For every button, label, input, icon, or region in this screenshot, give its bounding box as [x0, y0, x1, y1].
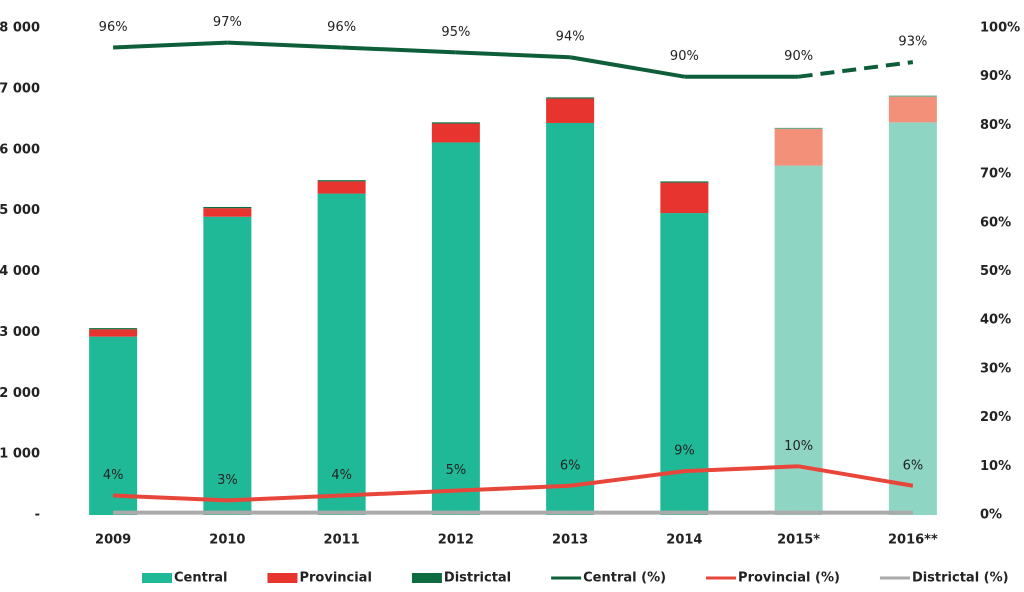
line-segment — [113, 40, 228, 50]
data-label: 3% — [217, 473, 238, 488]
y-tick-label: 4 000 — [0, 264, 40, 279]
data-label: 95% — [441, 25, 470, 40]
bar-segment — [774, 129, 823, 166]
line-segment — [227, 40, 342, 50]
legend-label: Districtal (%) — [912, 571, 1009, 586]
legend-swatch — [267, 573, 298, 583]
y2-tick-label: 70% — [980, 167, 1011, 182]
y2-tick-label: 10% — [980, 459, 1011, 474]
data-label: 97% — [213, 15, 242, 30]
y2-tick-label: 90% — [980, 69, 1011, 84]
x-tick-label: 2014 — [666, 533, 702, 548]
x-tick-label: 2016** — [888, 533, 938, 548]
line-segment — [798, 464, 914, 488]
y-tick-label: 1 000 — [0, 447, 40, 462]
legend-label: Provincial (%) — [738, 571, 840, 586]
bar-segment — [888, 96, 937, 123]
data-label: 6% — [903, 458, 924, 473]
bar-segment — [546, 97, 595, 99]
y-tick-label: 3 000 — [0, 325, 40, 340]
bar-segment — [203, 216, 252, 515]
x-tick-label: 2015* — [777, 533, 820, 548]
bar-segment — [203, 206, 252, 209]
y2-tick-label: 20% — [980, 410, 1011, 425]
line-segment — [227, 493, 342, 503]
bar-segment — [89, 329, 138, 337]
bar-segment — [431, 123, 480, 143]
data-label: 9% — [674, 444, 695, 459]
line-segment — [341, 488, 456, 498]
y2-tick-label: 30% — [980, 361, 1011, 376]
bar-segment — [660, 182, 709, 214]
line-segment — [684, 464, 799, 474]
legend-label: Central — [174, 571, 227, 586]
bar-segment — [888, 95, 937, 97]
y-tick-label: 5 000 — [0, 203, 40, 218]
y-tick-label: 7 000 — [0, 81, 40, 96]
y-tick-label: 6 000 — [0, 142, 40, 157]
data-label: 96% — [99, 20, 128, 35]
data-label: 93% — [898, 35, 927, 50]
bar-segment — [317, 180, 366, 182]
y2-tick-label: 50% — [980, 264, 1011, 279]
bar-segment — [546, 98, 595, 123]
legend-label: Central (%) — [583, 571, 666, 586]
x-tick-label: 2010 — [209, 533, 245, 548]
line-segment — [341, 45, 456, 55]
legend-swatch — [142, 573, 172, 583]
y-tick-label: - — [35, 508, 40, 523]
y2-tick-label: 40% — [980, 313, 1011, 328]
data-label: 90% — [670, 49, 699, 64]
data-label: 5% — [446, 463, 467, 478]
y2-tick-label: 0% — [980, 508, 1002, 523]
line-segment — [798, 60, 914, 79]
x-tick-label: 2011 — [324, 533, 360, 548]
y-tick-label: 8 000 — [0, 21, 40, 36]
data-label: 90% — [784, 49, 813, 64]
y2-tick-label: 60% — [980, 215, 1011, 230]
data-label: 10% — [784, 439, 813, 454]
data-label: 96% — [327, 20, 356, 35]
bar-segment — [317, 181, 366, 194]
y-tick-label: 2 000 — [0, 386, 40, 401]
legend-label: Provincial — [299, 571, 371, 586]
line-segment — [113, 493, 228, 503]
y2-tick-label: 80% — [980, 118, 1011, 133]
bar-segment — [203, 208, 252, 217]
line-segment — [455, 483, 571, 493]
x-tick-label: 2012 — [438, 533, 474, 548]
data-label: 4% — [331, 468, 352, 483]
bar-segment — [317, 193, 366, 515]
data-label: 94% — [556, 30, 585, 45]
y2-tick-label: 100% — [980, 21, 1020, 36]
bar-segment — [89, 336, 138, 515]
bar-segment — [888, 122, 937, 515]
bar-segment — [774, 127, 823, 130]
x-tick-label: 2009 — [95, 533, 131, 548]
bar-segment — [774, 165, 823, 515]
data-label: 6% — [560, 458, 581, 473]
line-segment — [569, 469, 685, 488]
legend-swatch — [411, 573, 442, 583]
bar-segment — [431, 142, 480, 515]
x-tick-label: 2013 — [552, 533, 588, 548]
line-segment — [455, 50, 571, 60]
bar-segment — [546, 122, 595, 515]
bar-segment — [660, 213, 709, 515]
bar-segment — [431, 122, 480, 124]
data-label: 4% — [103, 468, 124, 483]
legend-label: Districtal — [444, 571, 511, 586]
bar-segment — [89, 328, 138, 330]
line-segment — [569, 55, 685, 79]
bar-segment — [660, 181, 709, 183]
